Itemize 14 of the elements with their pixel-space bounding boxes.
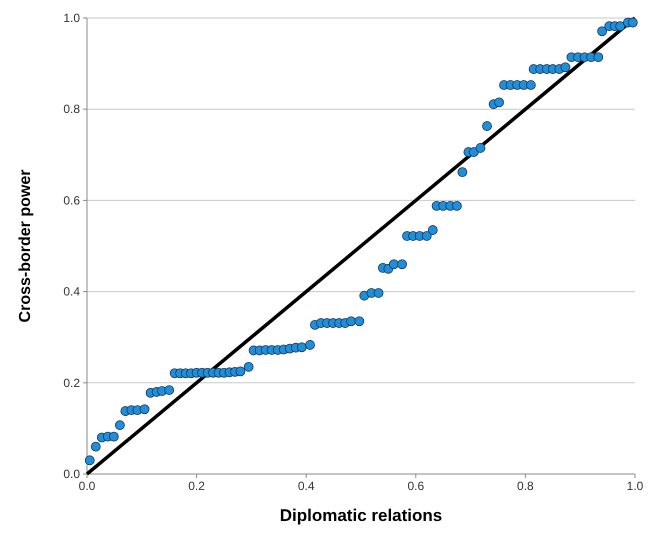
y-tick-label: 0.0 [63,467,80,481]
x-tick-label: 0.0 [78,479,96,493]
y-tick-label: 0.6 [63,193,80,208]
x-axis-title: Diplomatic relations [280,506,442,525]
y-tick-label: 1.0 [63,11,80,25]
y-tick-label: 0.8 [63,102,80,116]
x-tick-label: 1.0 [626,479,644,493]
y-tick-label: 0.4 [63,284,80,299]
y-axis-title: Cross-border power [17,170,34,322]
x-tick-label: 0.8 [517,479,534,493]
y-tick-label: 0.2 [63,376,80,390]
x-tick-label: 0.6 [407,479,424,493]
x-tick-label: 0.2 [188,479,206,493]
x-tick-label: 0.4 [298,479,315,493]
